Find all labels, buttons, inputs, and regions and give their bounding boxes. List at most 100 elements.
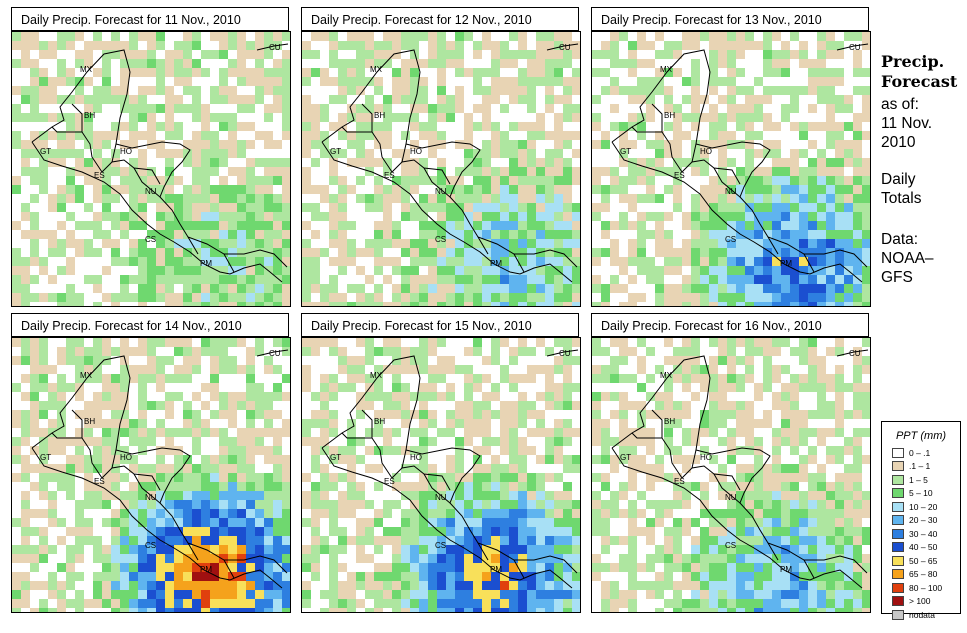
precip-cell — [84, 113, 93, 122]
precip-cell — [120, 77, 129, 86]
precip-cell — [174, 599, 183, 608]
precip-cell — [48, 392, 57, 401]
precip-cell — [120, 167, 129, 176]
precip-cell — [374, 86, 383, 95]
precip-cell — [664, 104, 673, 113]
precip-cell — [311, 509, 320, 518]
precip-cell — [610, 59, 619, 68]
precip-cell — [518, 203, 527, 212]
precip-cell — [57, 464, 66, 473]
precip-cell — [311, 464, 320, 473]
precip-cell — [48, 50, 57, 59]
precip-cell — [610, 32, 619, 41]
precip-cell — [835, 374, 844, 383]
precip-cell — [572, 77, 580, 86]
precip-cell — [545, 392, 554, 401]
precip-cell — [75, 428, 84, 437]
precip-cell — [57, 428, 66, 437]
precip-cell — [302, 545, 311, 554]
precip-cell — [682, 239, 691, 248]
precip-cell — [563, 392, 572, 401]
precip-cell — [392, 32, 401, 41]
precip-cell — [799, 536, 808, 545]
precip-cell — [174, 563, 183, 572]
precip-cell — [637, 338, 646, 347]
precip-cell — [183, 581, 192, 590]
precip-cell — [392, 410, 401, 419]
precip-cell — [120, 554, 129, 563]
precip-cell — [156, 545, 165, 554]
precip-cell — [862, 356, 870, 365]
precip-cell — [228, 464, 237, 473]
precip-cell — [93, 446, 102, 455]
precip-cell — [817, 122, 826, 131]
precip-cell — [311, 491, 320, 500]
precip-cell — [75, 59, 84, 68]
precip-cell — [527, 518, 536, 527]
precip-cell — [682, 212, 691, 221]
precip-cell — [246, 473, 255, 482]
precip-cell — [311, 527, 320, 536]
precip-cell — [48, 41, 57, 50]
precip-cell — [673, 248, 682, 257]
precip-cell — [282, 95, 290, 104]
precip-cell — [509, 374, 518, 383]
precip-cell — [183, 509, 192, 518]
precip-cell — [201, 185, 210, 194]
precip-cell — [527, 608, 536, 612]
precip-cell — [39, 131, 48, 140]
precip-cell — [527, 149, 536, 158]
precip-cell — [401, 302, 410, 306]
precip-cell — [66, 527, 75, 536]
precip-cell — [237, 455, 246, 464]
precip-cell — [545, 59, 554, 68]
precip-cell — [700, 365, 709, 374]
precip-cell — [862, 41, 870, 50]
precip-cell — [727, 68, 736, 77]
precip-cell — [545, 347, 554, 356]
precip-cell — [102, 437, 111, 446]
precip-cell — [673, 104, 682, 113]
precip-cell — [111, 212, 120, 221]
country-border — [101, 449, 161, 491]
precip-cell — [835, 419, 844, 428]
precip-cell — [554, 365, 563, 374]
precip-cell — [39, 410, 48, 419]
precip-cell — [255, 590, 264, 599]
precip-cell — [563, 509, 572, 518]
precip-cell — [246, 167, 255, 176]
precip-cell — [392, 347, 401, 356]
precip-cell — [835, 509, 844, 518]
precip-cell — [374, 446, 383, 455]
precip-cell — [844, 122, 853, 131]
precip-cell — [410, 59, 419, 68]
country-label: GT — [620, 147, 631, 156]
precip-cell — [66, 383, 75, 392]
precip-cell — [111, 185, 120, 194]
precip-cell — [138, 347, 147, 356]
precip-cell — [862, 86, 870, 95]
precip-cell — [365, 446, 374, 455]
precip-cell — [329, 203, 338, 212]
precip-cell — [165, 527, 174, 536]
precip-cell — [219, 77, 228, 86]
precip-cell — [201, 176, 210, 185]
precip-cell — [102, 86, 111, 95]
precip-cell — [646, 446, 655, 455]
precip-cell — [93, 419, 102, 428]
precip-cell — [219, 527, 228, 536]
precip-cell — [401, 365, 410, 374]
precip-cell — [192, 302, 201, 306]
precip-cell — [273, 536, 282, 545]
precip-cell — [673, 491, 682, 500]
precip-cell — [601, 374, 610, 383]
precip-cell — [509, 599, 518, 608]
precip-cell — [21, 500, 30, 509]
precip-cell — [147, 572, 156, 581]
precip-cell — [201, 194, 210, 203]
precip-cell — [21, 95, 30, 104]
precip-cell — [264, 302, 273, 306]
legend-item: 65 – 80 — [882, 568, 960, 582]
precip-cell — [826, 122, 835, 131]
precip-cell — [273, 77, 282, 86]
